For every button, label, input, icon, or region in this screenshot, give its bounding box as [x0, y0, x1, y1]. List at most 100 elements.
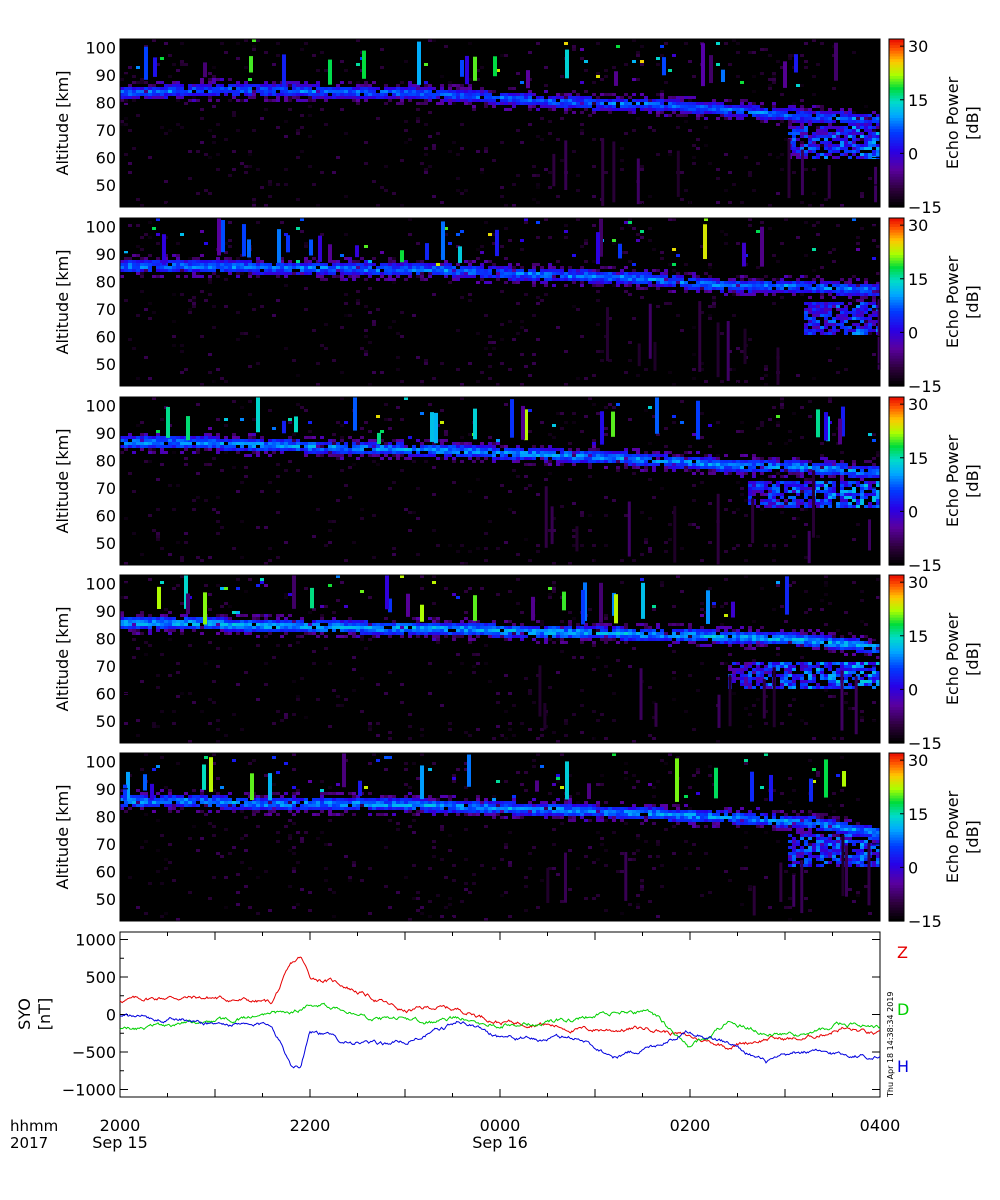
heatmap-cell [780, 284, 784, 287]
heatmap-cell [496, 269, 500, 272]
heatmap-cell [828, 144, 832, 147]
heatmap-cell [304, 436, 308, 439]
heatmap-cell [452, 460, 456, 463]
heatmap-cell [864, 481, 868, 484]
heatmap-cell [368, 269, 372, 272]
heatmap-cell [756, 457, 760, 460]
heatmap-cell [680, 102, 684, 105]
heatmap-cell [248, 436, 252, 439]
heatmap-cell [480, 460, 484, 463]
heatmap-cell [828, 123, 832, 126]
heatmap-streak [676, 150, 680, 197]
heatmap-cell [752, 75, 756, 78]
heatmap-cell [628, 359, 632, 362]
heatmap-cell [680, 278, 684, 281]
heatmap-cell [196, 556, 200, 559]
heatmap-streak [698, 301, 702, 372]
heatmap-cell [436, 90, 440, 93]
heatmap-cell [200, 559, 204, 562]
heatmap-cell [180, 436, 184, 439]
heatmap-cell [712, 299, 716, 302]
heatmap-cell [796, 490, 800, 493]
heatmap-cell [820, 129, 824, 132]
heatmap-cell [512, 460, 516, 463]
heatmap-cell [836, 144, 840, 147]
heatmap-cell [224, 266, 228, 269]
heatmap-cell [428, 448, 432, 451]
heatmap-streak [575, 526, 579, 552]
heatmap-cell [772, 284, 776, 287]
heatmap-cell [536, 174, 540, 177]
colorbar-band [889, 159, 904, 163]
heatmap-cell [132, 445, 136, 448]
heatmap-cell [460, 87, 464, 90]
heatmap-cell [500, 362, 504, 365]
heatmap-cell [164, 266, 168, 269]
heatmap-cell [200, 87, 204, 90]
heatmap-cell [280, 87, 284, 90]
heatmap-cell [464, 269, 468, 272]
heatmap-cell [660, 54, 664, 57]
heatmap-cell [420, 454, 424, 457]
heatmap-cell [664, 445, 668, 448]
heatmap-cell [504, 204, 508, 207]
heatmap-cell [660, 108, 664, 111]
heatmap-cell [440, 439, 444, 442]
heatmap-cell [364, 141, 368, 144]
heatmap-cell [532, 314, 536, 317]
heatmap-cell [596, 451, 600, 454]
heatmap-cell [336, 84, 340, 87]
heatmap-cell [416, 96, 420, 99]
heatmap-cell [144, 433, 148, 436]
heatmap-cell [468, 448, 472, 451]
heatmap-streak [495, 229, 499, 257]
heatmap-cell [856, 132, 860, 135]
heatmap-cell [272, 84, 276, 87]
heatmap-cell [152, 39, 156, 42]
heatmap-cell [428, 111, 432, 114]
heatmap-cells [120, 218, 881, 386]
heatmap-cell [284, 135, 288, 138]
heatmap-cell [400, 439, 404, 442]
heatmap-cell [268, 99, 272, 102]
heatmap-cell [692, 457, 696, 460]
heatmap-cell [524, 293, 528, 296]
heatmap-cell [576, 105, 580, 108]
colorbar-band [889, 47, 904, 51]
heatmap-cell [316, 275, 320, 278]
heatmap-cell [304, 451, 308, 454]
heatmap-cell [268, 84, 272, 87]
heatmap-cell [520, 99, 524, 102]
heatmap-cell [560, 96, 564, 99]
heatmap-cell [708, 278, 712, 281]
heatmap-cell [816, 308, 820, 311]
heatmap-cell [296, 81, 300, 84]
heatmap-streak [526, 70, 530, 89]
heatmap-cell [792, 129, 796, 132]
heatmap-cell [692, 278, 696, 281]
heatmap-cell [492, 448, 496, 451]
heatmap-cell [856, 290, 860, 293]
heatmap-cell [596, 99, 600, 102]
heatmap-cell [868, 287, 872, 290]
heatmap-cell [380, 272, 384, 275]
heatmap-streak [277, 229, 281, 263]
heatmap-cell [308, 96, 312, 99]
heatmap-cell [356, 275, 360, 278]
heatmap-cell [144, 269, 148, 272]
heatmap-cell [192, 257, 196, 260]
heatmap-cell [764, 374, 768, 377]
heatmap-cell [464, 189, 468, 192]
heatmap-cell [316, 263, 320, 266]
heatmap-cell [460, 269, 464, 272]
heatmap-cell [376, 278, 380, 281]
heatmap-cell [848, 281, 852, 284]
heatmap-cell [808, 400, 812, 403]
heatmap-cell [756, 463, 760, 466]
heatmap-cell [732, 105, 736, 108]
heatmap-cell [444, 269, 448, 272]
heatmap-cell [392, 269, 396, 272]
heatmap-cell [836, 493, 840, 496]
colorbar-band [889, 156, 904, 160]
heatmap-cell [772, 254, 776, 257]
